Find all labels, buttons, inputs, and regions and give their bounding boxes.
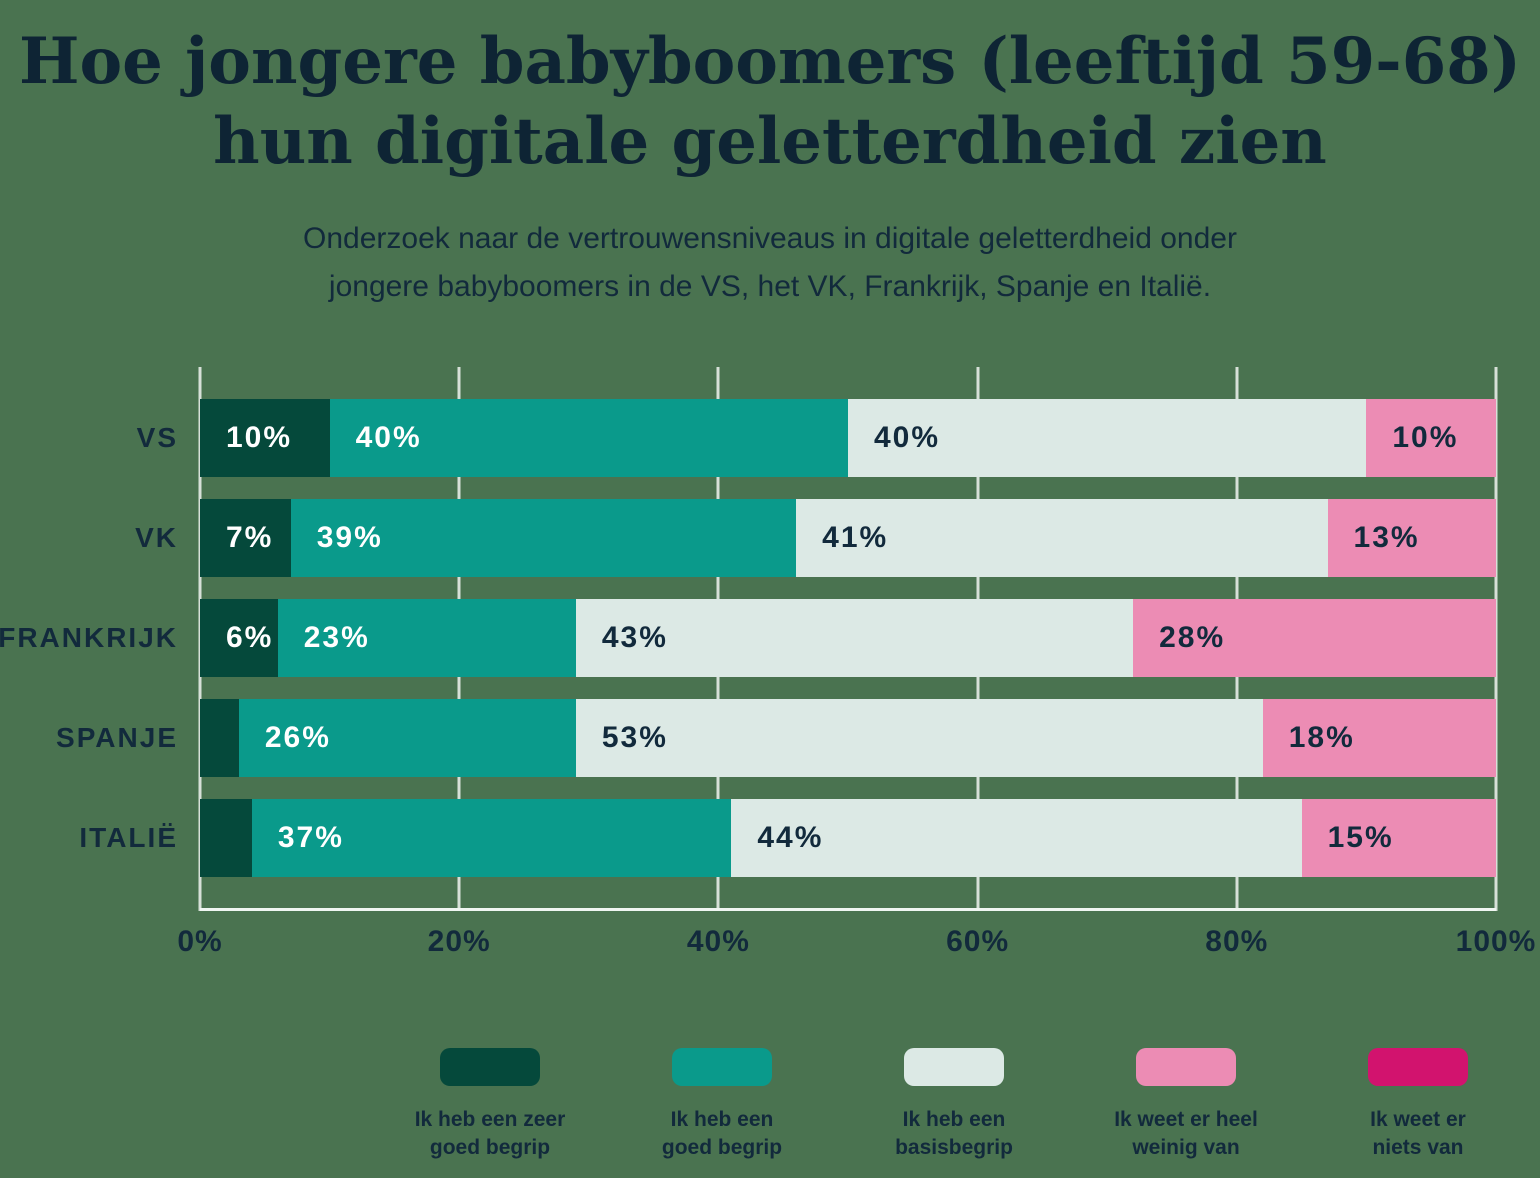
segment-value-label: 23%: [303, 621, 370, 654]
legend-label: Ik weet er heel weinig van: [1080, 1106, 1292, 1162]
legend-swatch: [1368, 1048, 1468, 1086]
bar-row: ITALIË 37% 44% 15%: [79, 799, 1496, 877]
bar-segment: [200, 699, 239, 777]
bar-segment: 43%: [575, 599, 1134, 677]
legend-swatch: [440, 1048, 540, 1086]
chart-title-line1: Hoe jongere babyboomers (leeftijd 59-68): [18, 24, 1522, 99]
bar-segment: 18%: [1262, 699, 1496, 777]
bar-segment: 39%: [290, 499, 797, 577]
legend-label-line: Ik weet er: [1370, 1108, 1466, 1131]
x-tick-label: 0%: [177, 925, 223, 958]
bar-segment: [200, 799, 252, 877]
legend-swatch: [672, 1048, 772, 1086]
segment-value-label: 40%: [873, 421, 941, 454]
x-tick-label: 80%: [1205, 925, 1269, 958]
legend-label-line: Ik weet er heel: [1114, 1108, 1258, 1131]
legend-item: Ik heb een basisbegrip: [848, 1048, 1060, 1162]
category-label: VK: [135, 522, 178, 553]
chart-title-line2: hun digitale geletterdheid zien: [213, 104, 1327, 179]
chart-subtitle: Onderzoek naar de vertrouwensniveaus in …: [0, 215, 1540, 311]
x-tick-label: 20%: [427, 925, 491, 958]
category-label: VS: [136, 422, 178, 453]
segment-value-label: 13%: [1353, 521, 1420, 554]
segment-value-label: 39%: [316, 521, 383, 554]
legend-swatch: [1136, 1048, 1236, 1086]
bar-segment: 40%: [329, 399, 848, 477]
legend-label: Ik heb een goed begrip: [616, 1106, 828, 1162]
bar-row: VK 7% 39% 41% 13%: [135, 499, 1496, 577]
legend-item: Ik heb een goed begrip: [616, 1048, 828, 1162]
bar-segment: 13%: [1327, 499, 1496, 577]
legend-item: Ik heb een zeer goed begrip: [384, 1048, 596, 1162]
legend-label-line: basisbegrip: [895, 1136, 1013, 1159]
x-tick-label: 60%: [946, 925, 1010, 958]
x-axis-line: [200, 908, 1496, 911]
segment-value-label: 43%: [601, 621, 668, 654]
segment-value-label: 37%: [277, 821, 344, 854]
bar-segment: 40%: [847, 399, 1367, 477]
segment-value-label: 15%: [1327, 821, 1394, 854]
chart-subtitle-line1: Onderzoek naar de vertrouwensniveaus in …: [303, 222, 1237, 255]
segment-value-label: 41%: [822, 521, 889, 554]
legend-label: Ik heb een basisbegrip: [848, 1106, 1060, 1162]
x-tick-label: 100%: [1455, 925, 1537, 958]
chart-title: Hoe jongere babyboomers (leeftijd 59-68)…: [0, 22, 1540, 182]
bar-segment: 44%: [731, 799, 1302, 877]
bar-segment: 6%: [200, 599, 278, 677]
category-label: FRANKRIJK: [0, 622, 178, 653]
legend-label-line: goed begrip: [429, 1136, 551, 1159]
bar-segment: 15%: [1301, 799, 1496, 877]
segment-value-label: 6%: [226, 621, 274, 654]
bar-segment: 37%: [251, 799, 732, 877]
legend-label: Ik heb een zeer goed begrip: [384, 1106, 596, 1162]
legend-label-line: Ik heb een zeer: [414, 1108, 566, 1131]
bar-row: FRANKRIJK 6% 23% 43% 28%: [0, 599, 1496, 677]
bar-row: VS 10% 40% 40% 10%: [137, 399, 1496, 477]
bar-segment: 10%: [1366, 399, 1496, 477]
segment-value-label: 26%: [264, 721, 331, 754]
segment-value-label: 28%: [1159, 621, 1226, 654]
legend-label: Ik weet er niets van: [1312, 1106, 1524, 1162]
chart-subtitle-line2: jongere babyboomers in de VS, het VK, Fr…: [328, 270, 1212, 303]
segment-value-label: 10%: [1392, 421, 1459, 454]
legend-swatch: [904, 1048, 1004, 1086]
legend-label-line: Ik heb een: [670, 1108, 774, 1131]
legend: Ik heb een zeer goed begrip Ik heb een goed…: [384, 1048, 1524, 1162]
legend-item: Ik weet er niets van: [1312, 1048, 1524, 1162]
bar-row: SPANJE 26% 53% 18%: [56, 699, 1496, 777]
segment-value-label: 53%: [601, 721, 668, 754]
segment-value-label: 7%: [226, 521, 274, 554]
bar-segment: 10%: [200, 399, 330, 477]
legend-item: Ik weet er heel weinig van: [1080, 1048, 1292, 1162]
bar-segment: 7%: [200, 499, 291, 577]
segment-value-label: 44%: [757, 821, 824, 854]
category-label: SPANJE: [56, 722, 178, 753]
legend-label-line: weinig van: [1132, 1136, 1240, 1159]
bar-segment: 28%: [1133, 599, 1496, 677]
legend-label-line: goed begrip: [661, 1136, 783, 1159]
gridline: [1494, 367, 1498, 911]
segment-value-label: 10%: [226, 421, 293, 454]
legend-label-line: Ik heb een: [902, 1108, 1006, 1131]
bar-segment: 23%: [277, 599, 576, 677]
segment-value-label: 40%: [355, 421, 422, 454]
bar-segment: 41%: [796, 499, 1328, 577]
legend-label-line: niets van: [1372, 1136, 1464, 1159]
plot-area: 0% 20% 40% 60% 80% 100% VS 10% 40% 40% 10% VK 7% 39% 4…: [0, 367, 1535, 958]
category-label: ITALIË: [79, 822, 178, 853]
bar-segment: 53%: [575, 699, 1263, 777]
bar-segment: 26%: [238, 699, 576, 777]
segment-value-label: 18%: [1288, 721, 1355, 754]
x-tick-label: 40%: [686, 925, 750, 958]
